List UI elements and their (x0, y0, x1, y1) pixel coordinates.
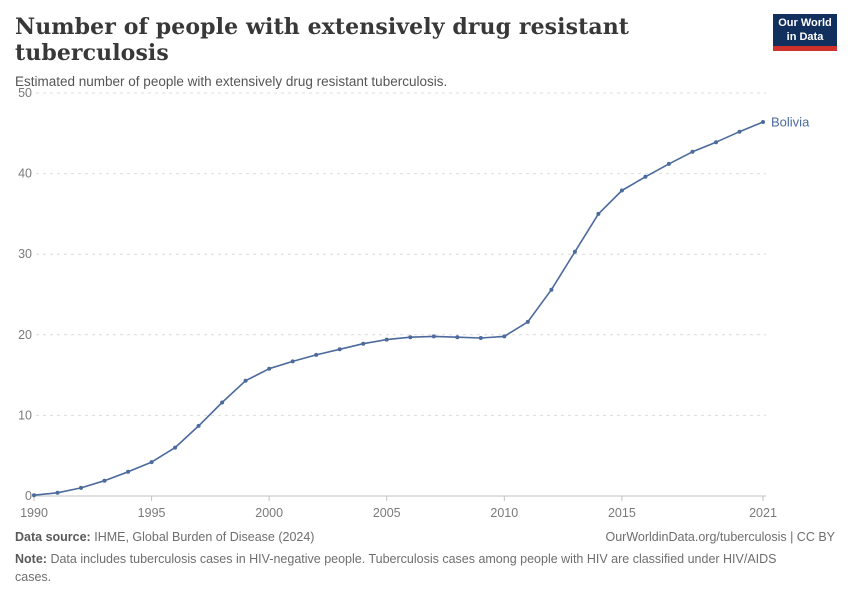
chart-header: Number of people with extensively drug r… (15, 14, 760, 89)
data-point-marker[interactable] (455, 335, 460, 340)
owid-logo: Our World in Data (773, 14, 837, 51)
chart-footer: Data source: IHME, Global Burden of Dise… (15, 528, 835, 586)
data-source-text: IHME, Global Burden of Disease (2024) (94, 530, 315, 544)
data-point-marker[interactable] (643, 174, 648, 179)
data-point-marker[interactable] (79, 485, 83, 490)
x-tick-label: 2005 (373, 506, 401, 520)
data-point-marker[interactable] (596, 211, 601, 216)
data-point-marker[interactable] (361, 341, 366, 346)
data-line[interactable] (33, 121, 764, 497)
chart-area[interactable]: 0 10 20 30 40 50 1990 1995 2000 2005 2010 2015 2021 B… (0, 80, 850, 525)
data-point-marker[interactable] (408, 335, 413, 340)
y-tick-label: 40 (18, 167, 32, 181)
x-tick-label: 2021 (749, 506, 777, 520)
data-point-marker[interactable] (737, 129, 742, 134)
data-point-marker[interactable] (619, 188, 624, 193)
data-point-marker[interactable] (243, 378, 248, 383)
data-point-marker[interactable] (431, 334, 436, 339)
page-title: Number of people with extensively drug r… (15, 14, 630, 66)
data-point-marker[interactable] (220, 400, 225, 405)
x-tick-label: 1995 (138, 506, 166, 520)
data-point-marker[interactable] (525, 319, 530, 324)
data-point-marker[interactable] (290, 359, 295, 364)
data-point-marker[interactable] (267, 366, 272, 371)
data-point-marker[interactable] (55, 490, 60, 495)
data-point-marker[interactable] (690, 149, 695, 154)
y-tick-label: 10 (18, 408, 32, 422)
y-tick-label: 0 (25, 489, 32, 503)
data-point-marker[interactable] (337, 347, 342, 352)
y-tick-label: 30 (18, 247, 32, 261)
note-label: Note: (15, 552, 47, 567)
x-tick-label: 2000 (255, 506, 283, 520)
x-tick-label: 2010 (490, 506, 518, 520)
data-point-marker[interactable] (173, 445, 178, 450)
owid-logo-line2: in Data (786, 30, 824, 43)
rights-link[interactable]: OurWorldinData.org/tuberculosis | CC BY (605, 530, 836, 544)
series-end-label[interactable]: Bolivia (771, 115, 810, 130)
data-point-marker[interactable] (478, 336, 483, 340)
data-point-marker[interactable] (32, 493, 36, 498)
data-point-marker[interactable] (714, 140, 718, 145)
data-point-marker[interactable] (314, 352, 319, 357)
data-point-marker[interactable] (502, 334, 507, 339)
data-point-marker[interactable] (549, 287, 554, 292)
owid-logo-line1: Our World (778, 17, 832, 29)
data-point-marker[interactable] (572, 249, 577, 254)
data-point-marker[interactable] (384, 337, 389, 342)
page-subtitle: Estimated number of people with extensiv… (15, 74, 448, 89)
data-point-marker[interactable] (126, 469, 131, 474)
data-source-line: Data source: IHME, Global Burden of Dise… (15, 528, 314, 546)
data-point-marker[interactable] (102, 478, 107, 483)
y-tick-label: 20 (18, 328, 32, 342)
x-tick-label: 2015 (608, 506, 636, 520)
data-point-marker[interactable] (196, 423, 201, 428)
line-chart[interactable]: 0 10 20 30 40 50 1990 1995 2000 2005 2010 2015 2021 B… (0, 80, 850, 525)
x-tick-label: 1990 (20, 506, 48, 520)
y-tick-label: 50 (18, 86, 32, 100)
data-point-marker[interactable] (149, 460, 154, 465)
data-source-label: Data source: (15, 530, 91, 544)
data-point-marker[interactable] (761, 120, 765, 124)
note-text: Data includes tuberculosis cases in HIV-… (15, 552, 777, 585)
note-line: Note: Data includes tuberculosis cases i… (15, 550, 787, 586)
data-point-marker[interactable] (666, 161, 671, 166)
